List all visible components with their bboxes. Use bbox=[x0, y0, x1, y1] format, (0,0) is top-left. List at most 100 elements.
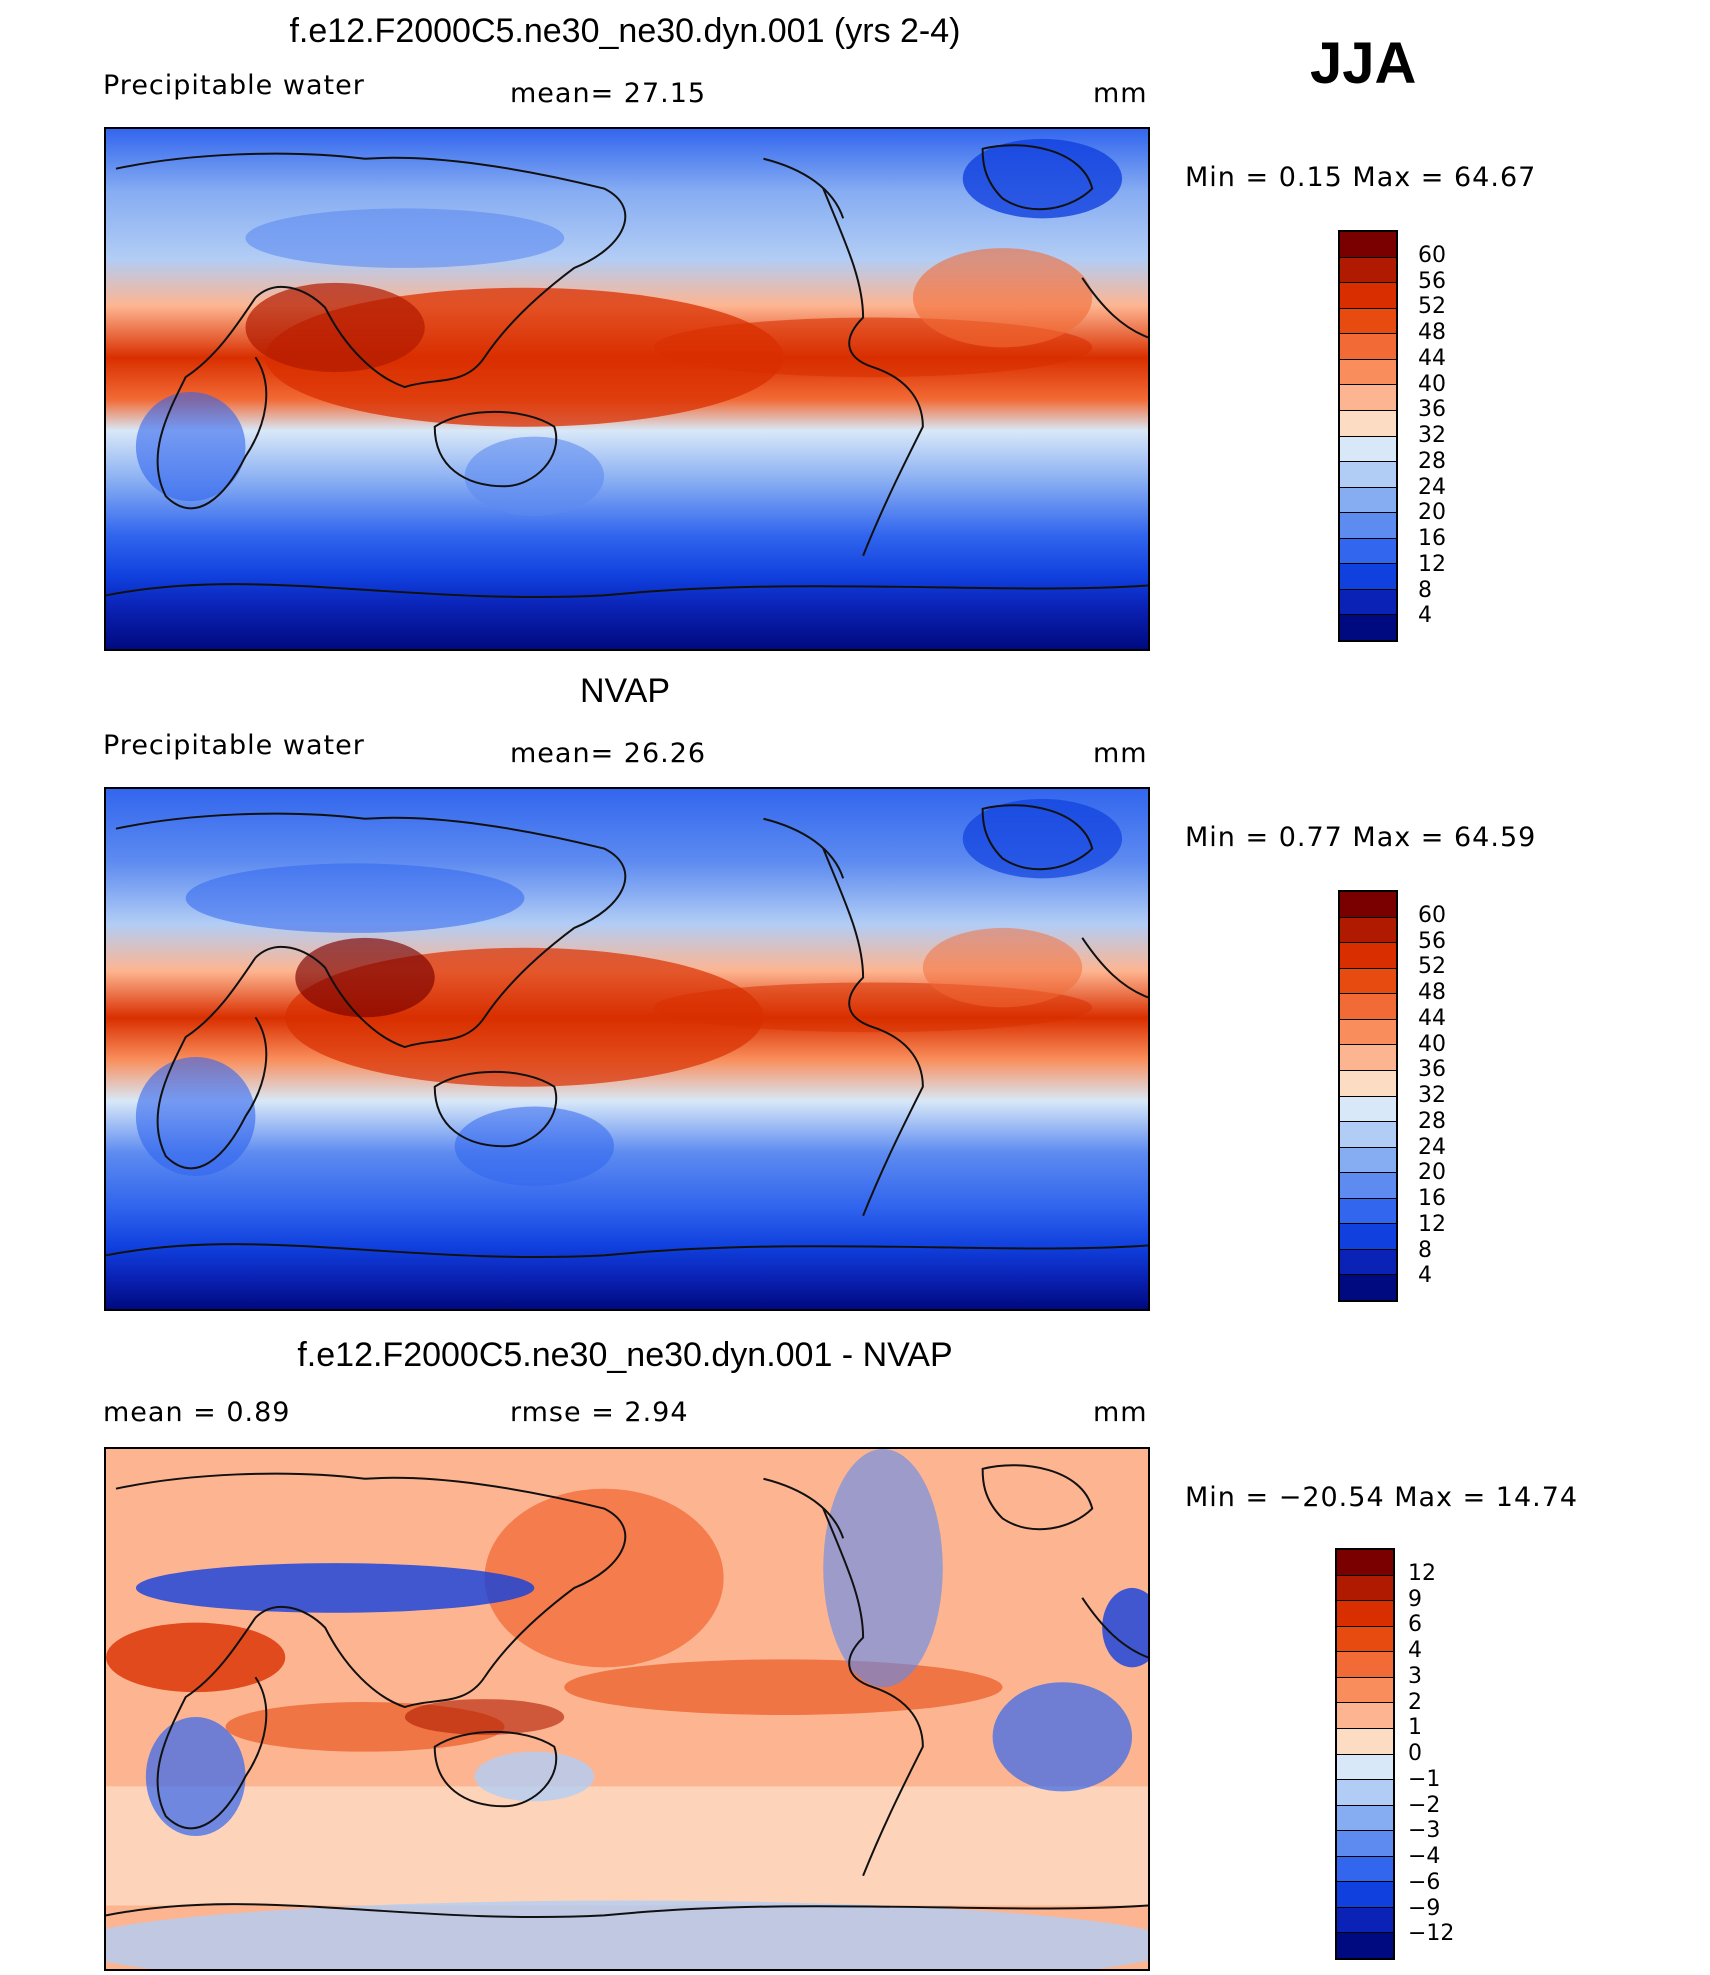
colorbar-swatch bbox=[1340, 462, 1396, 488]
colorbar-swatch bbox=[1340, 1249, 1396, 1276]
panel3-colorbar-labels: 12 9 6 4 3 2 1 0 −1 −2 −3 −4 −6 −9 −12 bbox=[1408, 1548, 1478, 1960]
panel3-mean-label: mean = 0.89 bbox=[103, 1397, 291, 1428]
panel3-map bbox=[104, 1447, 1150, 1971]
colorbar-swatch bbox=[1340, 487, 1396, 514]
colorbar-swatch bbox=[1337, 1882, 1393, 1908]
colorbar-tick-label: −2 bbox=[1408, 1792, 1441, 1818]
season-label: JJA bbox=[1310, 31, 1417, 96]
colorbar-swatch bbox=[1340, 1275, 1396, 1300]
colorbar-swatch bbox=[1340, 385, 1396, 411]
colorbar-tick-label: 60 bbox=[1418, 902, 1446, 928]
colorbar-swatch bbox=[1337, 1907, 1393, 1934]
colorbar-tick-label: −12 bbox=[1408, 1921, 1455, 1947]
colorbar-swatch bbox=[1340, 968, 1396, 995]
colorbar-tick-label: 44 bbox=[1418, 345, 1446, 371]
colorbar-tick-label: 12 bbox=[1418, 1211, 1446, 1237]
colorbar-swatch bbox=[1337, 1831, 1393, 1857]
colorbar-swatch bbox=[1337, 1601, 1393, 1627]
colorbar-swatch bbox=[1340, 892, 1396, 918]
colorbar-swatch bbox=[1340, 1070, 1396, 1097]
colorbar-tick-label: 28 bbox=[1418, 448, 1446, 474]
panel3-title: f.e12.F2000C5.ne30_ne30.dyn.001 - NVAP bbox=[297, 1336, 953, 1374]
colorbar-swatch bbox=[1340, 1224, 1396, 1250]
colorbar-tick-label: 52 bbox=[1418, 294, 1446, 320]
colorbar-swatch bbox=[1340, 943, 1396, 969]
panel1-map bbox=[104, 127, 1150, 651]
colorbar-tick-label: −4 bbox=[1408, 1844, 1441, 1869]
panel3-units-label: mm bbox=[1093, 1397, 1148, 1428]
colorbar-tick-label: 4 bbox=[1418, 603, 1432, 629]
colorbar-tick-label: 4 bbox=[1408, 1638, 1422, 1663]
panel2-units-label: mm bbox=[1093, 738, 1148, 769]
colorbar-tick-label: 16 bbox=[1418, 1186, 1446, 1211]
colorbar-swatch bbox=[1337, 1626, 1393, 1653]
panel1-title: f.e12.F2000C5.ne30_ne30.dyn.001 (yrs 2-4… bbox=[289, 12, 961, 50]
colorbar-tick-label: 28 bbox=[1418, 1108, 1446, 1134]
panel1-range-label: Min = 0.15 Max = 64.67 bbox=[1185, 162, 1537, 193]
colorbar-swatch bbox=[1340, 1019, 1396, 1046]
colorbar-swatch bbox=[1340, 513, 1396, 539]
colorbar-swatch bbox=[1340, 1147, 1396, 1174]
colorbar-swatch bbox=[1340, 436, 1396, 463]
colorbar-tick-label: 12 bbox=[1408, 1560, 1436, 1586]
panel1-units-label: mm bbox=[1093, 78, 1148, 109]
colorbar-swatch bbox=[1340, 589, 1396, 616]
colorbar-swatch bbox=[1337, 1575, 1393, 1602]
panel2-mean-label: mean= 26.26 bbox=[510, 738, 707, 769]
panel2-range-label: Min = 0.77 Max = 64.59 bbox=[1185, 822, 1537, 853]
colorbar-tick-label: 48 bbox=[1418, 320, 1446, 345]
colorbar-tick-label: 44 bbox=[1418, 1005, 1446, 1031]
colorbar-tick-label: 56 bbox=[1418, 268, 1446, 294]
colorbar-swatch bbox=[1337, 1856, 1393, 1883]
colorbar-swatch bbox=[1337, 1933, 1393, 1958]
colorbar-swatch bbox=[1340, 1096, 1396, 1123]
colorbar-tick-label: 32 bbox=[1418, 423, 1446, 448]
colorbar-tick-label: 9 bbox=[1408, 1586, 1422, 1612]
panel3-range-label: Min = −20.54 Max = 14.74 bbox=[1185, 1482, 1579, 1513]
colorbar-tick-label: 40 bbox=[1418, 1031, 1446, 1057]
colorbar-tick-label: 3 bbox=[1408, 1663, 1422, 1689]
colorbar-swatch bbox=[1337, 1550, 1393, 1576]
colorbar-tick-label: 2 bbox=[1408, 1689, 1422, 1715]
colorbar-tick-label: 24 bbox=[1418, 474, 1446, 500]
colorbar-tick-label: 8 bbox=[1418, 577, 1432, 603]
panel1-mean-label: mean= 27.15 bbox=[510, 78, 707, 109]
colorbar-swatch bbox=[1340, 538, 1396, 565]
panel1-colorbar bbox=[1338, 230, 1398, 642]
colorbar-swatch bbox=[1340, 994, 1396, 1020]
panel2-variable-label: Precipitable water bbox=[103, 730, 365, 761]
panel3-rmse-label: rmse = 2.94 bbox=[510, 1397, 689, 1428]
colorbar-swatch bbox=[1337, 1652, 1393, 1678]
colorbar-swatch bbox=[1337, 1703, 1393, 1729]
colorbar-swatch bbox=[1337, 1677, 1393, 1704]
colorbar-swatch bbox=[1340, 1198, 1396, 1225]
colorbar-tick-label: 6 bbox=[1408, 1612, 1422, 1638]
colorbar-tick-label: 4 bbox=[1418, 1263, 1432, 1289]
colorbar-tick-label: 56 bbox=[1418, 928, 1446, 954]
colorbar-tick-label: −3 bbox=[1408, 1818, 1441, 1844]
panel2-title: NVAP bbox=[579, 672, 671, 710]
colorbar-swatch bbox=[1340, 359, 1396, 386]
colorbar-swatch bbox=[1340, 257, 1396, 284]
colorbar-tick-label: 20 bbox=[1418, 1160, 1446, 1186]
colorbar-tick-label: 36 bbox=[1418, 397, 1446, 423]
colorbar-swatch bbox=[1337, 1754, 1393, 1781]
colorbar-tick-label: −1 bbox=[1408, 1766, 1441, 1792]
colorbar-tick-label: 20 bbox=[1418, 500, 1446, 526]
panel2-colorbar-labels: 60 56 52 48 44 40 36 32 28 24 20 16 12 8 4 bbox=[1418, 890, 1478, 1302]
colorbar-tick-label: 60 bbox=[1418, 242, 1446, 268]
colorbar-swatch bbox=[1337, 1780, 1393, 1806]
panel1-colorbar-labels: 60 56 52 48 44 40 36 32 28 24 20 16 12 8 4 bbox=[1418, 230, 1478, 642]
colorbar-tick-label: 52 bbox=[1418, 954, 1446, 980]
panel2-colorbar bbox=[1338, 890, 1398, 1302]
colorbar-tick-label: 12 bbox=[1418, 551, 1446, 577]
colorbar-tick-label: 1 bbox=[1408, 1715, 1422, 1741]
colorbar-tick-label: 16 bbox=[1418, 526, 1446, 551]
colorbar-swatch bbox=[1340, 410, 1396, 437]
colorbar-tick-label: 48 bbox=[1418, 980, 1446, 1005]
colorbar-swatch bbox=[1340, 308, 1396, 335]
colorbar-swatch bbox=[1337, 1728, 1393, 1755]
colorbar-tick-label: 36 bbox=[1418, 1057, 1446, 1083]
colorbar-tick-label: 24 bbox=[1418, 1134, 1446, 1160]
colorbar-swatch bbox=[1340, 1173, 1396, 1199]
